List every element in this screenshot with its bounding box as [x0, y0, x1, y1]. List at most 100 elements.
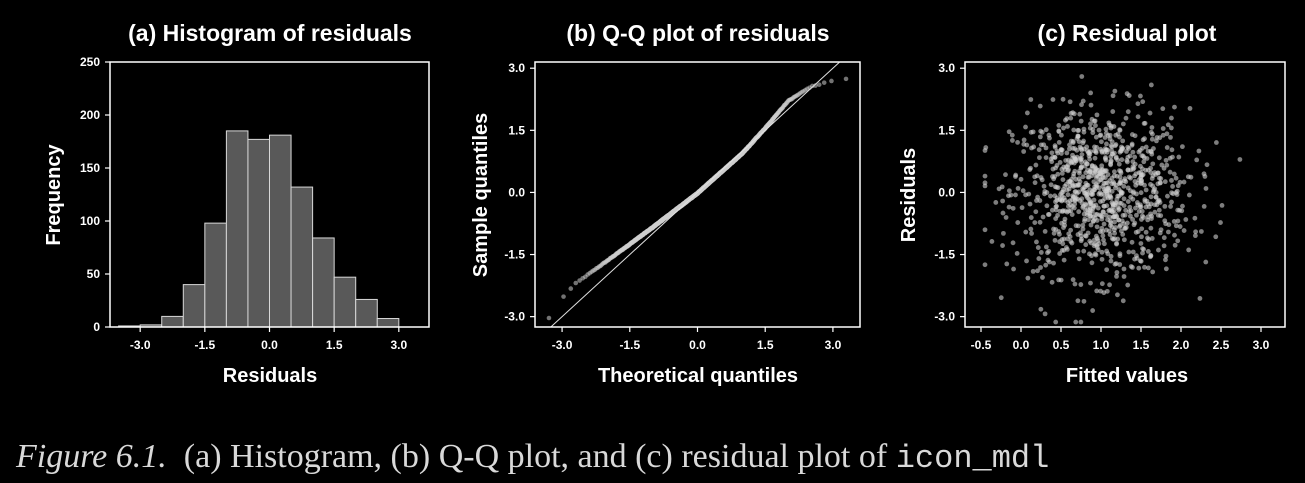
residual-point: [1158, 213, 1164, 219]
histogram-bar: [290, 186, 314, 328]
qq-panel: (b) Q-Q plot of residuals Theoretical qu…: [470, 20, 861, 387]
residual-point: [1027, 201, 1033, 207]
residual-point: [1103, 126, 1109, 132]
residual-point: [1080, 226, 1086, 232]
residual-point: [1112, 88, 1118, 94]
residual-point: [1108, 154, 1114, 160]
residual-point: [1032, 220, 1038, 225]
qq-ylabel: Sample quantiles: [470, 113, 492, 278]
residual-point: [1040, 275, 1045, 280]
residual-point: [1237, 157, 1243, 162]
residual-title: (c) Residual plot: [1038, 20, 1217, 46]
residual-point: [1093, 134, 1099, 140]
qq-reference-line: [550, 61, 841, 328]
residual-point: [1040, 214, 1046, 220]
residual-point: [1113, 142, 1119, 147]
residual-point: [1183, 217, 1189, 222]
qq-points: [546, 76, 849, 321]
residual-point: [1090, 130, 1096, 136]
residual-point: [1098, 139, 1104, 145]
residual-point: [1063, 181, 1069, 187]
qq-point: [546, 315, 552, 321]
residual-point: [1088, 240, 1094, 246]
residual-point: [1082, 233, 1088, 239]
residual-point: [1099, 149, 1105, 155]
residual-point: [1051, 176, 1057, 182]
residual-point: [1156, 198, 1162, 204]
residual-point: [1076, 176, 1082, 182]
residual-point: [1092, 187, 1097, 193]
residual-point: [1107, 132, 1113, 138]
residual-point: [1168, 204, 1173, 209]
residual-point: [1049, 207, 1055, 213]
residual-point: [1121, 196, 1127, 202]
residual-point: [1006, 193, 1011, 199]
histogram-xtick-label: -3.0: [130, 338, 151, 352]
residual-point: [1164, 145, 1170, 150]
residual-point: [1146, 265, 1151, 271]
residual-point: [1043, 262, 1049, 268]
residual-panel: (c) Residual plot Fitted values Residual…: [898, 20, 1286, 387]
residual-point: [1132, 220, 1138, 226]
residual-point: [1148, 252, 1154, 258]
residual-point: [1110, 109, 1116, 114]
residual-point: [1088, 222, 1094, 228]
residual-point: [999, 184, 1005, 190]
residual-xtick-label: 2.0: [1173, 338, 1190, 352]
residual-point: [1108, 254, 1114, 259]
residual-point: [1021, 137, 1027, 143]
residual-point: [1010, 138, 1015, 143]
residual-point: [1054, 148, 1060, 154]
residual-point: [1138, 190, 1144, 196]
residual-xtick-label: 1.5: [1133, 338, 1150, 352]
residual-point: [1147, 110, 1153, 116]
residual-point: [1115, 292, 1120, 298]
residual-point: [1168, 125, 1174, 131]
residual-point: [1142, 264, 1147, 270]
residual-point: [1109, 200, 1115, 205]
residual-point: [1088, 121, 1093, 127]
residual-point: [1033, 162, 1039, 168]
residual-point: [1171, 218, 1177, 224]
residual-point: [1149, 176, 1155, 181]
residual-point: [1073, 319, 1079, 325]
residual-point: [1132, 179, 1138, 184]
residual-point: [1071, 184, 1076, 189]
residual-point: [1137, 202, 1143, 208]
qq-point: [813, 83, 818, 88]
residual-point: [1163, 157, 1169, 163]
residual-point: [1114, 273, 1119, 279]
residual-point: [1065, 124, 1070, 129]
residual-point: [1095, 238, 1101, 244]
residual-point: [1060, 177, 1066, 182]
residual-point: [1079, 152, 1085, 158]
residual-point: [1125, 159, 1130, 165]
histogram-bars: [118, 130, 400, 328]
residual-point: [1028, 165, 1033, 171]
residual-point: [1160, 132, 1166, 138]
residual-point: [1126, 93, 1132, 98]
residual-point: [1194, 157, 1200, 163]
residual-point: [1068, 208, 1074, 214]
residual-point: [1120, 231, 1126, 237]
residual-point: [1078, 118, 1084, 124]
residual-point: [1058, 147, 1064, 152]
residual-point: [1061, 257, 1067, 263]
residual-point: [1091, 179, 1097, 185]
residual-point: [1099, 249, 1105, 255]
residual-point: [1059, 248, 1065, 253]
residual-point: [1024, 110, 1030, 116]
residual-ytick-label: -3.0: [934, 310, 955, 324]
residual-point: [1170, 191, 1176, 197]
residual-point: [1094, 288, 1100, 294]
residual-point: [1125, 167, 1131, 173]
residual-point: [1037, 103, 1043, 109]
residual-point: [1004, 261, 1010, 267]
residual-point: [1185, 174, 1191, 180]
caption-text: (a) Histogram, (b) Q-Q plot, and (c) res…: [183, 438, 888, 475]
residual-point: [1116, 187, 1122, 192]
residual-point: [1132, 154, 1138, 160]
residual-point: [1106, 120, 1112, 126]
residual-point: [1034, 173, 1040, 179]
residual-xtick-label: 0.5: [1053, 338, 1070, 352]
